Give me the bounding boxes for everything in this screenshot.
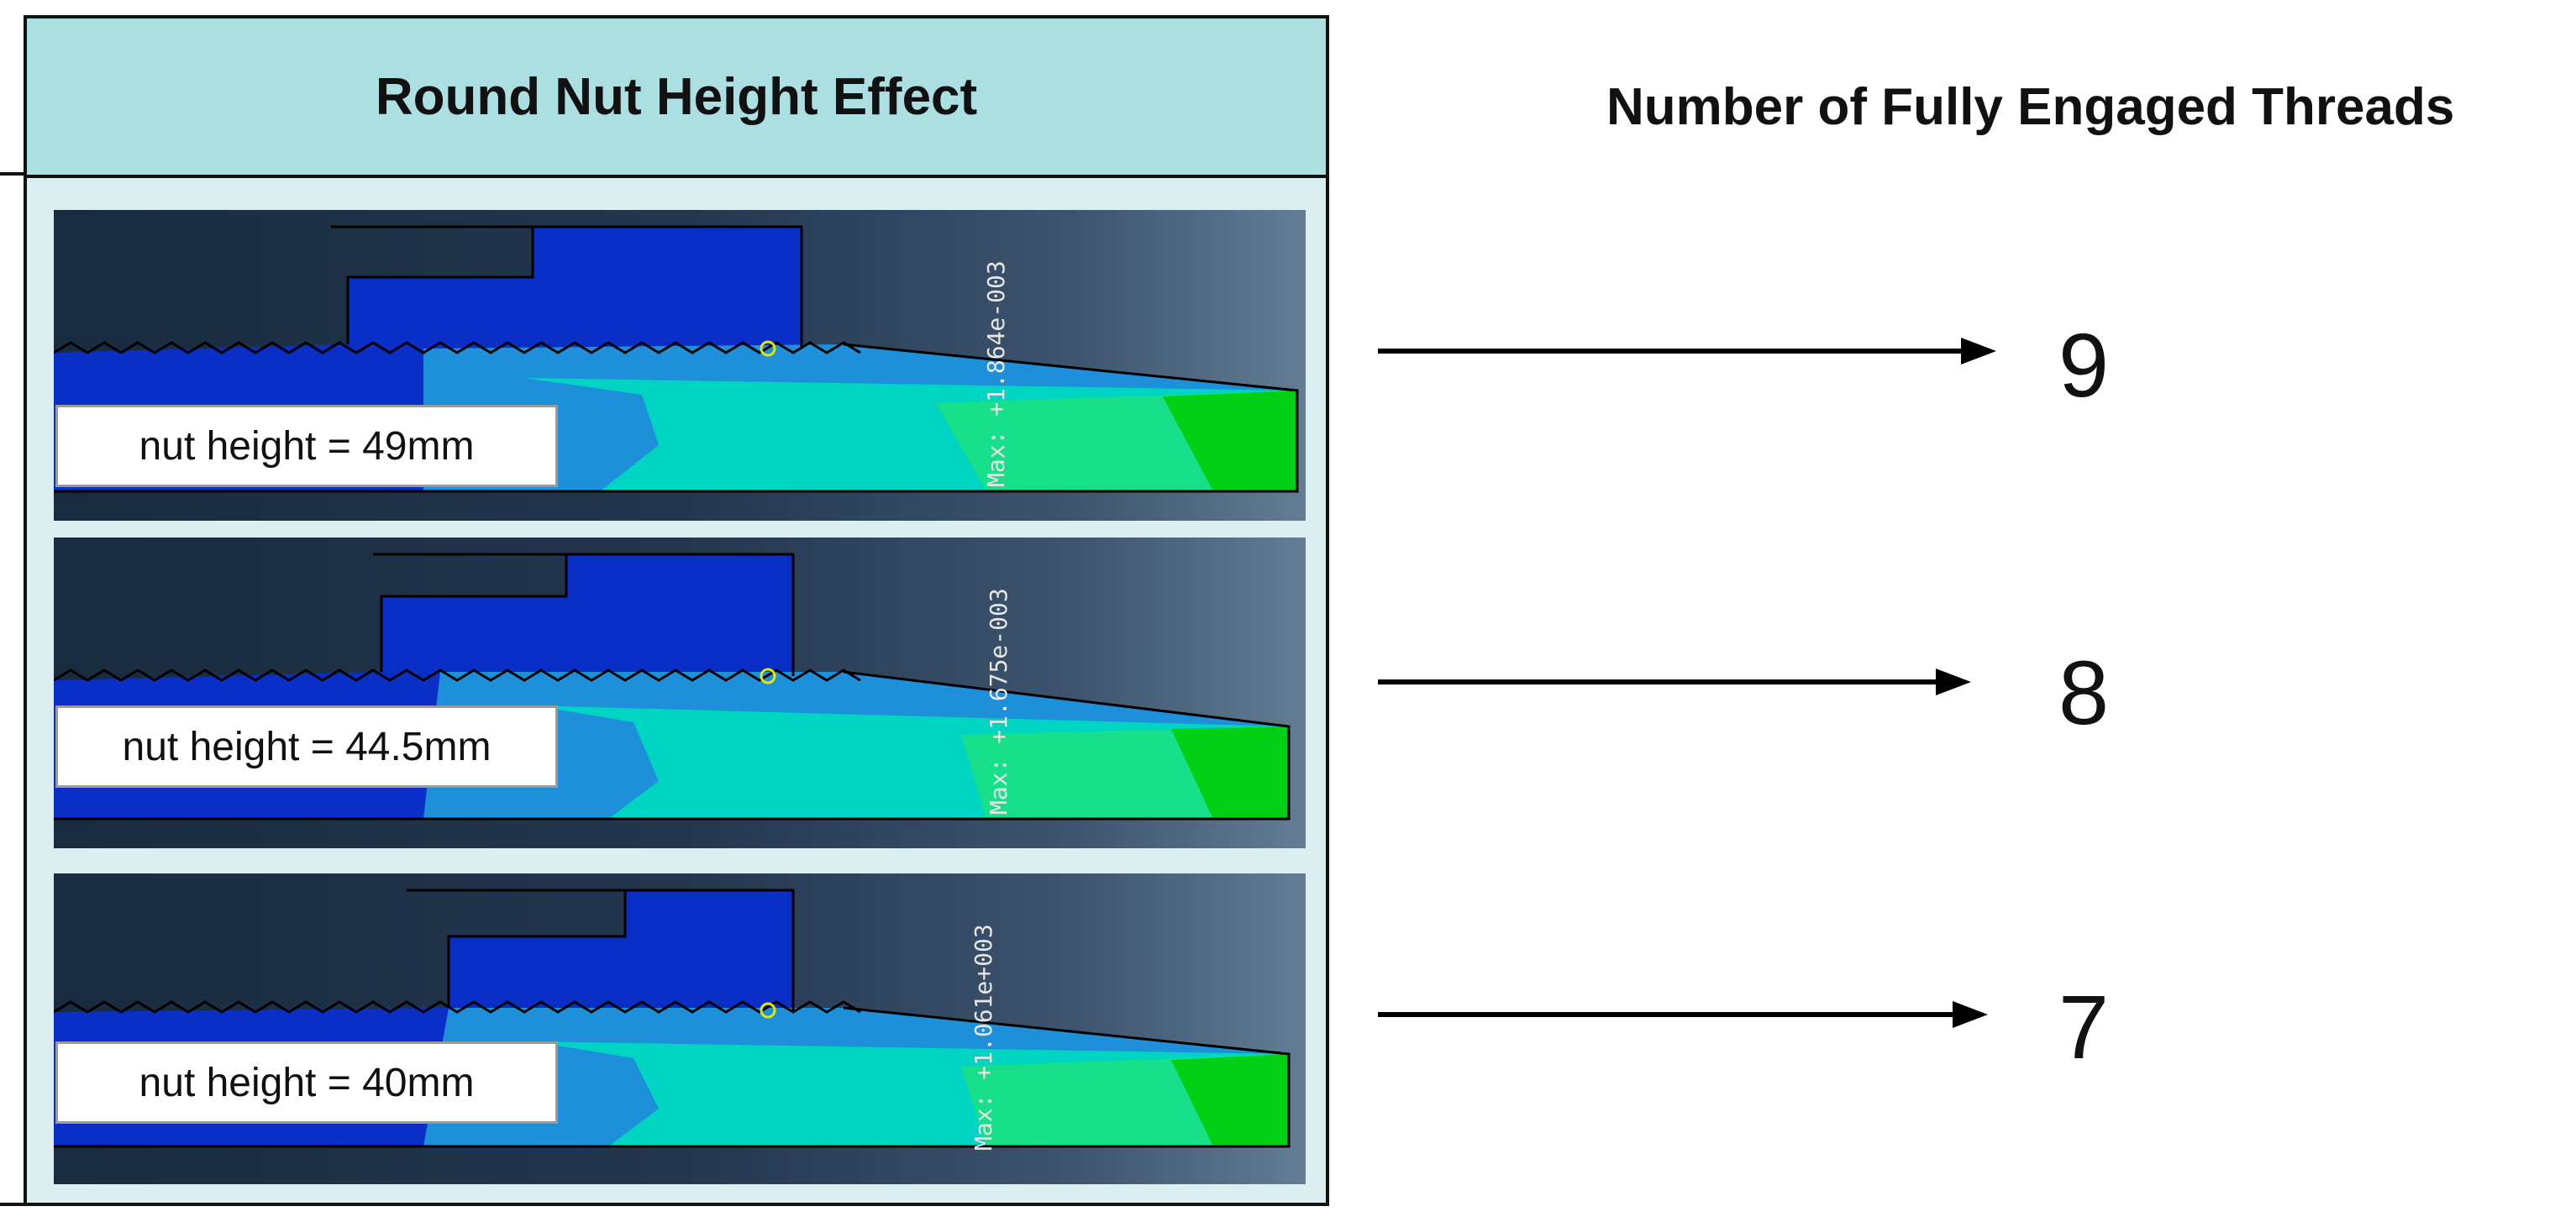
nut-height-label: nut height = 49mm	[55, 405, 558, 487]
contour-max-legend: Max: +1.675e-003	[985, 588, 1012, 815]
results-table: Round Nut Height Effect nut height = 49m…	[24, 15, 1329, 1206]
divider-line	[0, 1203, 1329, 1206]
fea-panel-44-5mm: nut height = 44.5mm Max: +1.675e-003	[54, 538, 1306, 848]
engaged-threads-count: 7	[2058, 976, 2110, 1078]
table-header: Round Nut Height Effect	[27, 18, 1326, 178]
engaged-threads-count: 9	[2058, 314, 2110, 416]
engaged-threads-count: 8	[2058, 642, 2110, 743]
fea-panel-40mm: nut height = 40mm Max: +1.061e+003	[54, 873, 1306, 1184]
divider-line	[0, 172, 25, 176]
fea-contour-image	[54, 889, 1291, 1148]
table-title: Round Nut Height Effect	[375, 67, 978, 126]
arrow-right-icon	[1378, 1001, 1988, 1028]
arrow-right-icon	[1378, 669, 1971, 695]
nut-height-label: nut height = 44.5mm	[55, 705, 558, 788]
contour-max-legend: Max: +1.864e-003	[982, 260, 1010, 487]
nut-height-label: nut height = 40mm	[55, 1041, 558, 1124]
fea-contour-image	[54, 553, 1291, 821]
threads-column-title: Number of Fully Engaged Threads	[1606, 78, 2455, 136]
arrow-right-icon	[1378, 338, 1996, 365]
fea-panel-49mm: nut height = 49mm Max: +1.864e-003	[54, 210, 1306, 521]
contour-max-legend: Max: +1.061e+003	[970, 924, 997, 1151]
